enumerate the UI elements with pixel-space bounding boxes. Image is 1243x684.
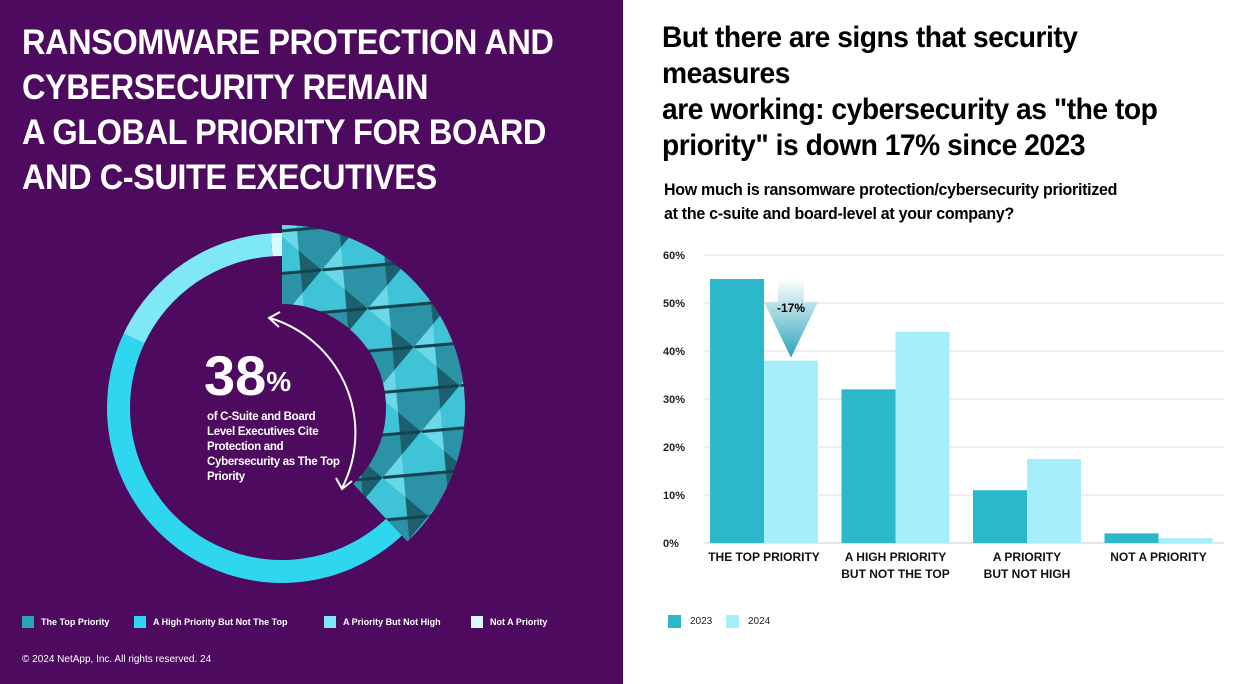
y-tick-label: 60% — [663, 250, 685, 262]
y-tick-label: 30% — [663, 394, 685, 406]
bar-2023 — [841, 389, 896, 543]
stat-number: 38% — [204, 346, 291, 406]
question-line-2: at the c-suite and board-level at your c… — [664, 204, 1014, 223]
legend-swatch — [324, 616, 336, 628]
bar-2024 — [764, 360, 818, 543]
legend-label: A High Priority But Not The Top — [153, 617, 288, 627]
arrow-head-bottom-icon — [335, 477, 353, 491]
stat-value: 38 — [204, 344, 267, 407]
y-tick-label: 40% — [663, 346, 685, 358]
legend-swatch — [668, 615, 681, 628]
arrow-head-top-icon — [267, 311, 281, 328]
x-tick-label: NOT A PRIORITY — [1110, 550, 1206, 564]
bar-2023 — [1104, 533, 1159, 543]
bar-2024 — [1158, 538, 1213, 543]
curved-arrow-icon — [269, 317, 357, 489]
legend-swatch — [726, 615, 739, 628]
stat-unit: % — [266, 366, 292, 397]
right-title-line-2: are working: cybersecurity as "the top — [662, 93, 1158, 126]
left-title-line-1: RANSOMWARE PROTECTION AND — [22, 23, 554, 62]
x-tick-label: A HIGH PRIORITY — [845, 550, 947, 564]
y-tick-label: 0% — [663, 538, 679, 550]
donut-segment-high-priority — [106, 333, 402, 583]
legend-swatch — [134, 616, 146, 628]
legend-label: The Top Priority — [41, 617, 110, 627]
legend-label: A Priority But Not High — [343, 617, 441, 627]
chart-legend-item: 2023 — [668, 615, 712, 628]
donut-segment-priority-not-high — [123, 233, 273, 344]
x-tick-label: A PRIORITY — [993, 550, 1061, 564]
legend-label: 2024 — [748, 616, 771, 627]
left-title-line-4: AND C-SUITE EXECUTIVES — [22, 158, 437, 197]
right-title-line-1: But there are signs that security measur… — [662, 21, 1078, 90]
left-panel: RANSOMWARE PROTECTION AND CYBERSECURITY R… — [0, 0, 623, 684]
donut-legend-item: A Priority But Not High — [324, 616, 441, 628]
donut-segment-not-a-priority — [271, 233, 282, 257]
donut-chart — [106, 225, 465, 583]
legend-label: 2023 — [690, 616, 713, 627]
copyright: © 2024 NetApp, Inc. All rights reserved.… — [22, 654, 212, 665]
chart-legend-item: 2024 — [726, 615, 770, 628]
legend-label: Not A Priority — [490, 617, 548, 627]
stat-caption: of C-Suite and Board Level Executives Ci… — [207, 411, 340, 483]
bar-2024 — [895, 331, 950, 543]
legend-swatch — [471, 616, 483, 628]
bar-2023 — [973, 490, 1027, 543]
chart-question: How much is ransomware protection/cybers… — [664, 178, 1190, 226]
left-title-line-2: CYBERSECURITY REMAIN — [22, 68, 429, 107]
donut-legend-item: Not A Priority — [471, 616, 547, 628]
x-tick-label: BUT NOT THE TOP — [841, 567, 949, 581]
y-tick-label: 20% — [663, 442, 685, 454]
down-arrow-icon — [764, 279, 818, 358]
y-tick-label: 50% — [663, 298, 685, 310]
right-title-line-3: priority" is down 17% since 2023 — [662, 129, 1086, 162]
donut-legend-item: The Top Priority — [22, 616, 109, 628]
change-annotation: -17% — [777, 301, 805, 315]
donut-segment-top-priority — [282, 225, 465, 542]
legend-swatch — [22, 616, 34, 628]
x-tick-label: THE TOP PRIORITY — [708, 550, 820, 564]
question-line-1: How much is ransomware protection/cybers… — [664, 180, 1118, 199]
bar-2024 — [1027, 459, 1081, 543]
bar-2023 — [710, 279, 764, 543]
left-title-line-3: A GLOBAL PRIORITY FOR BOARD — [22, 113, 546, 152]
donut-legend-item: A High Priority But Not The Top — [134, 616, 288, 628]
left-panel-title: RANSOMWARE PROTECTION AND CYBERSECURITY R… — [22, 20, 571, 200]
x-tick-label: BUT NOT HIGH — [984, 567, 1071, 581]
y-tick-label: 10% — [663, 490, 685, 502]
right-panel-title: But there are signs that security measur… — [662, 20, 1207, 164]
